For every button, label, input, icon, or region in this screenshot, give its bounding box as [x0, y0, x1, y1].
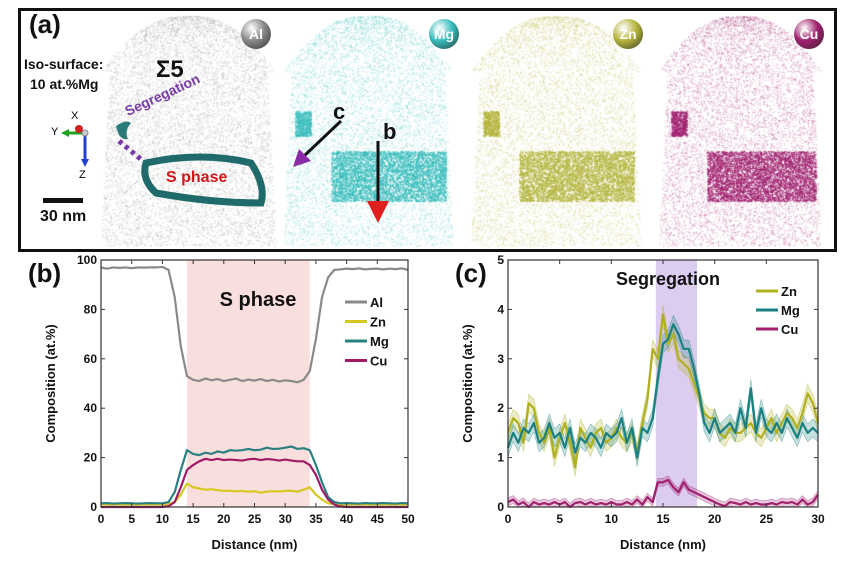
- x-tick-label: 25: [760, 512, 774, 526]
- axis-y-arrowhead: [61, 129, 69, 137]
- x-tick-label: 30: [279, 512, 293, 526]
- x-tick-label: 10: [605, 512, 619, 526]
- series-line-mg: [506, 323, 819, 459]
- element-badge-mg: Mg: [429, 19, 459, 49]
- x-tick-label: 5: [128, 512, 135, 526]
- arrow-c-label: c: [333, 99, 346, 124]
- x-tick-label: 35: [309, 512, 323, 526]
- highlight-region: [655, 260, 698, 507]
- x-axis-label: Distance (nm): [620, 537, 706, 552]
- sigma5-label: Σ5: [156, 56, 184, 83]
- panel-a-overlay: [43, 119, 389, 223]
- panel-label: (b): [28, 258, 61, 288]
- iso-surface-value: 10 at.%Mg: [30, 76, 99, 92]
- scale-bar-label: 30 nm: [40, 208, 87, 225]
- y-tick-label: 2: [497, 401, 504, 415]
- chart-c-segregation-profile: 0 5 10 15 20 25 30 0 1 2 3 4 5 Distance (nm) Compositi…: [455, 253, 825, 552]
- arrow-b-head: [367, 201, 389, 223]
- series-line-mg: [100, 445, 409, 505]
- legend-label-zn: Zn: [781, 284, 797, 299]
- y-axis-label: Composition (at.%): [460, 324, 475, 442]
- scale-bar: [43, 198, 83, 203]
- x-tick-label: 25: [248, 512, 262, 526]
- x-axis-label: Distance (nm): [212, 537, 298, 552]
- y-tick-label: 4: [497, 302, 504, 316]
- x-tick-label: 50: [401, 512, 415, 526]
- element-badge-al: Al: [241, 19, 271, 49]
- y-tick-label: 0: [497, 500, 504, 514]
- legend-label-mg: Mg: [781, 303, 800, 318]
- segregation-isosurface: [116, 121, 131, 140]
- y-axis-label: Composition (at.%): [43, 324, 58, 442]
- element-badge-cu: Cu: [794, 19, 824, 49]
- legend-label-cu: Cu: [370, 354, 387, 369]
- legend-label-al: Al: [370, 295, 383, 310]
- y-tick-label: 60: [84, 352, 98, 366]
- arrow-c: [302, 119, 343, 158]
- axis-y-label: Y: [51, 126, 59, 138]
- y-tick-label: 5: [497, 253, 504, 267]
- arrow-b-label: b: [383, 119, 397, 144]
- iso-surface-label: Iso-surface:: [24, 56, 104, 72]
- element-badge-zn: Zn: [613, 19, 643, 49]
- y-tick-label: 80: [84, 302, 98, 316]
- axis-origin: [81, 129, 89, 137]
- x-tick-label: 20: [708, 512, 722, 526]
- axis-x-marker: [75, 125, 83, 133]
- x-tick-label: 0: [98, 512, 105, 526]
- panel-label: (c): [455, 258, 487, 288]
- axis-z-label: Z: [79, 169, 86, 181]
- axis-x-label: X: [71, 110, 79, 122]
- s-phase-label: S phase: [166, 169, 228, 186]
- x-tick-label: 15: [656, 512, 670, 526]
- y-tick-label: 40: [84, 401, 98, 415]
- x-tick-label: 45: [371, 512, 385, 526]
- y-tick-label: 1: [497, 451, 504, 465]
- y-tick-label: 100: [77, 253, 97, 267]
- x-tick-label: 20: [217, 512, 231, 526]
- x-tick-label: 5: [556, 512, 563, 526]
- legend-label-zn: Zn: [370, 315, 386, 330]
- x-tick-label: 30: [811, 512, 825, 526]
- s-phase-isosurface: [141, 153, 266, 207]
- highlight-region: [186, 260, 310, 507]
- series-line-al: [100, 265, 409, 384]
- chart-b-s-phase-profile: 0 5 10 15 20 25 30 35 40 45 50 0 20 40 60 80 100 Distance…: [28, 253, 415, 552]
- axis-z-arrowhead: [81, 159, 89, 167]
- x-tick-label: 0: [505, 512, 512, 526]
- x-tick-label: 40: [340, 512, 354, 526]
- legend-label-mg: Mg: [370, 334, 389, 349]
- x-tick-label: 15: [186, 512, 200, 526]
- y-tick-label: 0: [90, 500, 97, 514]
- annotation-label: S phase: [220, 289, 297, 311]
- y-tick-label: 20: [84, 451, 98, 465]
- legend-label-cu: Cu: [781, 322, 798, 337]
- annotation-label: Segregation: [616, 269, 720, 289]
- panel-a-3d-reconstruction: (a) Iso-surface: 10 at.%Mg Σ5 Segregatio…: [18, 8, 837, 252]
- y-tick-label: 3: [497, 352, 504, 366]
- atom-maps: [21, 11, 834, 249]
- arrow-c-head: [293, 149, 311, 167]
- x-tick-label: 10: [156, 512, 170, 526]
- panel-a-label: (a): [29, 9, 61, 39]
- segregation-dotted-line: [117, 139, 145, 163]
